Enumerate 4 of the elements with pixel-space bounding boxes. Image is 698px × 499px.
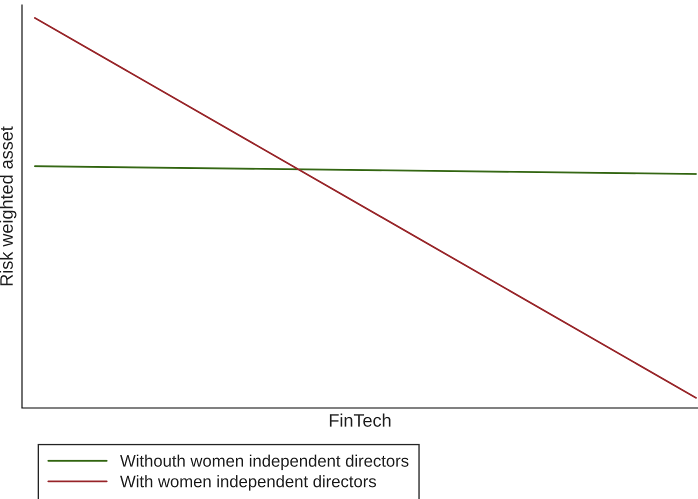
legend-label: Withouth women independent directors [120,454,408,470]
legend-label: With women independent directors [120,475,376,491]
x-axis-title: FinTech [330,414,390,427]
y-axis-title: Risk weighted asset [0,126,16,286]
